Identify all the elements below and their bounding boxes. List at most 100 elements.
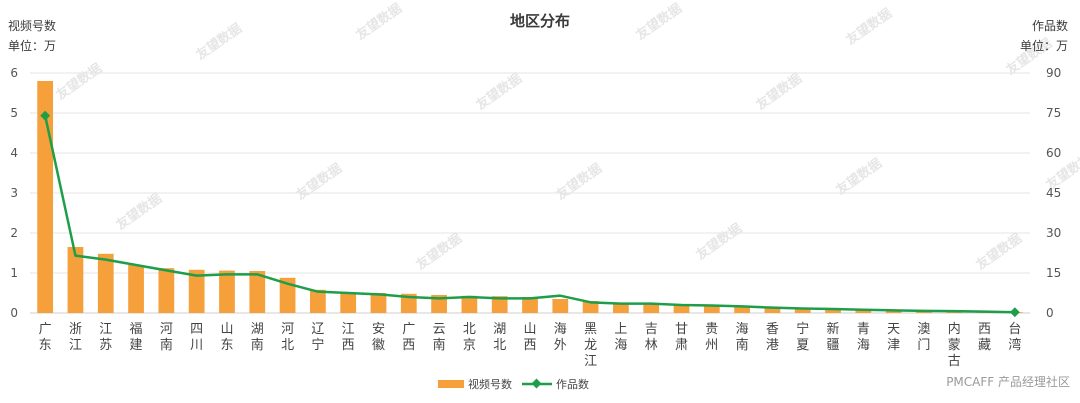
category-label: 四川 [190, 322, 203, 353]
left-tick-label: 3 [10, 186, 18, 200]
left-tick-labels: 0 1 2 3 4 5 6 [10, 66, 18, 320]
category-label: 湖北 [493, 322, 506, 353]
watermark-text: 友望数据 [973, 230, 1025, 273]
line-series [40, 110, 1020, 318]
category-label: 广东 [39, 322, 52, 353]
category-label: 吉林 [645, 322, 658, 353]
watermark-text: 友望数据 [693, 220, 745, 263]
category-label: 北京 [463, 322, 476, 353]
bar [613, 303, 629, 313]
category-label: 内蒙古 [948, 321, 961, 369]
right-tick-label: 75 [1046, 106, 1061, 120]
right-axis-label: 作品数 [1032, 18, 1068, 33]
category-label: 山东 [220, 322, 233, 353]
left-tick-label: 2 [10, 226, 18, 240]
bar [794, 308, 811, 313]
category-label: 福建 [130, 322, 143, 353]
bar [855, 309, 872, 313]
chart-title: 地区分布 [510, 12, 570, 30]
bar [400, 293, 417, 313]
grid-lines [30, 72, 1030, 314]
category-label: 台湾 [1008, 322, 1021, 353]
category-label: 澳门 [917, 321, 930, 353]
bar [703, 305, 720, 313]
bar [522, 297, 538, 313]
category-label: 云南 [433, 322, 446, 353]
bar [673, 304, 690, 313]
right-tick-label: 90 [1046, 66, 1061, 80]
category-label: 江西 [342, 322, 355, 353]
credit-text: PMCAFF 产品经理社区 [946, 374, 1070, 389]
bar [552, 299, 569, 313]
legend: 视频号数 作品数 [438, 377, 589, 391]
watermark-text: 友望数据 [633, 0, 685, 43]
bar [370, 293, 387, 313]
watermark-text: 友望数据 [113, 190, 165, 233]
legend-bar-label: 视频号数 [468, 377, 512, 391]
watermark-text: 友望数据 [353, 0, 405, 43]
series-line [43, 115, 1015, 314]
category-label: 安徽 [372, 322, 385, 353]
line-point [1009, 307, 1020, 318]
right-tick-label: 15 [1046, 266, 1061, 280]
right-axis-unit: 单位：万 [1020, 38, 1068, 53]
category-label: 辽宁 [311, 322, 324, 353]
bar [582, 301, 599, 313]
bar [97, 253, 114, 313]
category-label: 广西 [402, 322, 415, 353]
category-label: 甘肃 [675, 322, 688, 353]
bar [219, 270, 235, 313]
watermark-text: 友望数据 [193, 20, 245, 63]
category-label: 山西 [523, 322, 536, 353]
category-label: 天津 [887, 322, 900, 353]
category-label: 宁夏 [796, 321, 809, 353]
left-axis-unit: 单位：万 [8, 38, 56, 53]
bar [764, 307, 781, 313]
right-tick-label: 0 [1046, 306, 1054, 320]
line-point [40, 110, 51, 121]
category-label: 新疆 [827, 321, 840, 353]
category-label: 青海 [857, 322, 870, 353]
watermark-text: 友望数据 [53, 60, 105, 103]
right-tick-label: 45 [1046, 186, 1061, 200]
category-label: 江苏 [99, 322, 112, 353]
bar [188, 269, 205, 313]
category-label: 海南 [736, 322, 749, 353]
watermark-text: 友望数据 [413, 230, 465, 273]
watermark-text: 友望数据 [843, 5, 895, 48]
bar [279, 277, 296, 313]
watermark-text: 友望数据 [473, 70, 525, 113]
category-label: 西藏 [978, 322, 991, 353]
category-label: 海外 [554, 322, 567, 353]
category-label: 贵州 [705, 322, 718, 353]
left-axis-label: 视频号数 [8, 18, 56, 33]
bar [249, 271, 266, 313]
category-label: 香港 [766, 322, 779, 353]
left-tick-label: 5 [10, 106, 18, 120]
watermark-text: 友望数据 [753, 70, 805, 113]
category-label: 河南 [160, 322, 173, 353]
bar-series [37, 81, 1023, 313]
left-tick-label: 6 [10, 66, 18, 80]
legend-bar-swatch [438, 380, 464, 388]
bar [310, 289, 326, 313]
bar [734, 306, 750, 313]
right-tick-labels: 0 15 30 45 60 75 90 [1046, 66, 1061, 320]
bar [431, 295, 447, 313]
right-tick-label: 30 [1046, 226, 1061, 240]
bar [643, 303, 660, 313]
watermark-text: 友望数据 [553, 160, 605, 203]
bar [67, 247, 84, 313]
category-label: 河北 [281, 322, 294, 353]
bar [461, 295, 478, 313]
bar [128, 265, 144, 313]
left-tick-label: 0 [10, 306, 18, 320]
watermark-text: 友望数据 [293, 160, 345, 203]
left-tick-label: 1 [10, 266, 18, 280]
category-label: 上海 [614, 322, 627, 353]
legend-line-label: 作品数 [556, 378, 589, 391]
category-label: 湖南 [251, 322, 264, 353]
